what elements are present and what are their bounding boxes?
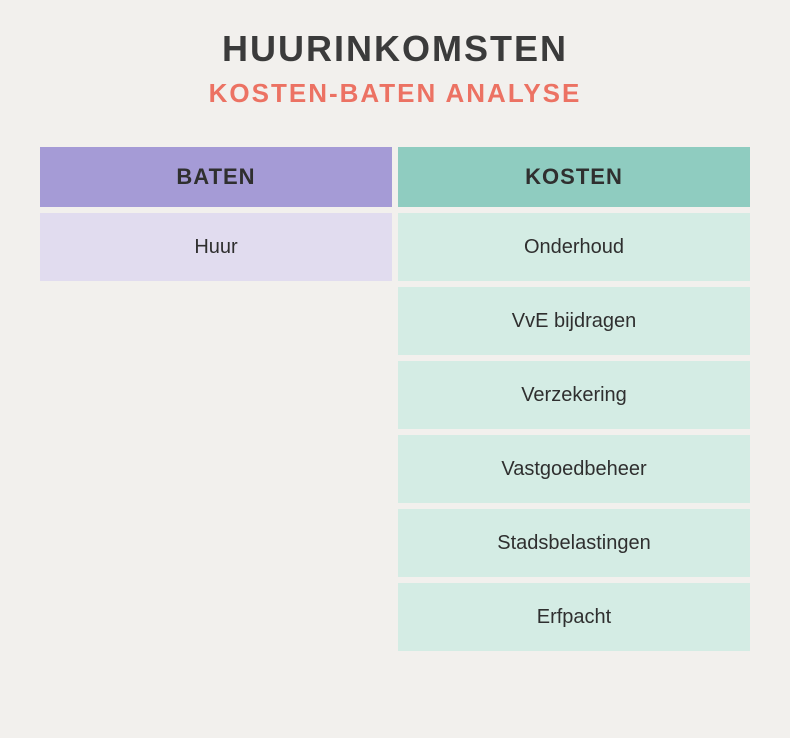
baten-header: BATEN — [40, 147, 392, 207]
baten-column: BATEN Huur — [40, 147, 392, 651]
kosten-item: Onderhoud — [398, 213, 750, 281]
kosten-item: VvE bijdragen — [398, 287, 750, 355]
kosten-item: Vastgoedbeheer — [398, 435, 750, 503]
kosten-item: Verzekering — [398, 361, 750, 429]
kosten-item: Erfpacht — [398, 583, 750, 651]
page-title: HUURINKOMSTEN — [0, 28, 790, 70]
kosten-column: KOSTEN Onderhoud VvE bijdragen Verzekeri… — [398, 147, 750, 651]
baten-item: Huur — [40, 213, 392, 281]
comparison-table: BATEN Huur KOSTEN Onderhoud VvE bijdrage… — [0, 147, 790, 651]
page-subtitle: KOSTEN-BATEN ANALYSE — [0, 78, 790, 109]
kosten-header: KOSTEN — [398, 147, 750, 207]
kosten-item: Stadsbelastingen — [398, 509, 750, 577]
